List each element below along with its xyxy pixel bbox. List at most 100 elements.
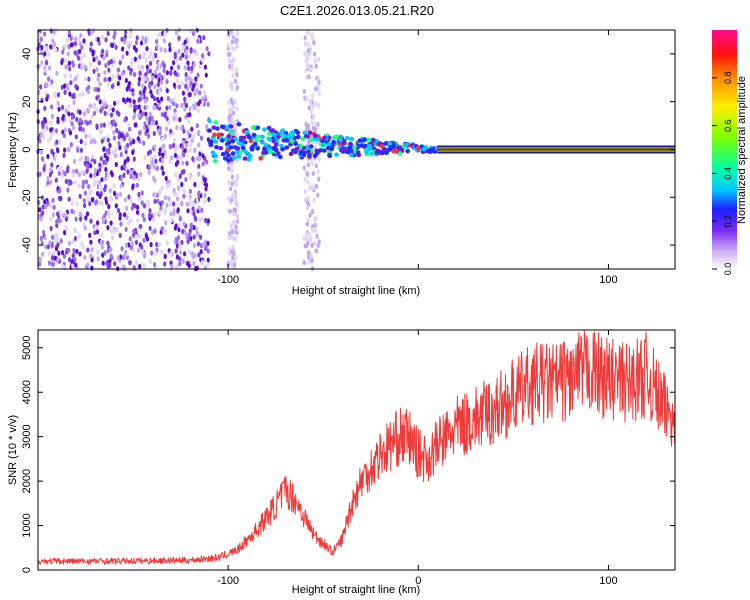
noise-cell <box>78 117 82 123</box>
noise-cell <box>79 55 83 61</box>
noise-cell <box>126 156 130 162</box>
signal-cell <box>273 142 279 147</box>
noise-cell <box>203 94 208 100</box>
noise-cell <box>61 104 65 110</box>
signal-cell <box>213 139 219 144</box>
noise-cell <box>153 84 157 90</box>
noise-cell <box>190 65 194 71</box>
noise-cell <box>155 65 159 71</box>
signal-cell <box>302 130 308 135</box>
colorbar-tick-label: 0.2 <box>723 215 733 228</box>
noise-cell <box>84 179 89 185</box>
noise-cell <box>182 128 186 134</box>
noise-cell <box>77 55 81 61</box>
noise-cell <box>38 256 43 262</box>
noise-cell <box>190 210 194 216</box>
noise-cell <box>162 67 166 73</box>
noise-cell <box>230 229 235 235</box>
noise-cell <box>92 57 96 63</box>
noise-cell <box>163 195 168 201</box>
noise-cell <box>39 36 43 42</box>
spectrogram-y-axis-label: Frequency (Hz) <box>7 112 19 188</box>
noise-cell <box>70 208 74 214</box>
noise-cell <box>192 211 196 217</box>
noise-cell <box>78 211 82 217</box>
noise-cell <box>61 250 65 256</box>
noise-cell <box>90 265 94 271</box>
snr-line-area <box>37 329 676 565</box>
noise-cell <box>43 199 47 205</box>
signal-cell <box>322 135 327 141</box>
noise-cell <box>165 78 169 85</box>
noise-cell <box>305 126 309 132</box>
noise-cell <box>169 70 173 76</box>
noise-cell <box>152 96 157 102</box>
noise-cell <box>184 49 188 55</box>
noise-cell <box>65 63 70 70</box>
noise-cell <box>99 156 103 162</box>
noise-cell <box>92 110 97 116</box>
signal-cell <box>382 147 387 152</box>
noise-cell <box>151 56 155 62</box>
noise-cell <box>199 249 203 255</box>
noise-cell <box>70 114 74 120</box>
noise-cell <box>61 49 65 55</box>
noise-cell <box>136 204 140 210</box>
noise-cell <box>95 95 99 101</box>
noise-cell <box>47 137 51 143</box>
noise-cell <box>197 142 201 148</box>
noise-cell <box>137 64 141 70</box>
noise-cell <box>128 33 133 39</box>
noise-cell <box>187 53 191 59</box>
signal-cell <box>252 141 258 147</box>
noise-cell <box>43 116 47 122</box>
noise-cell <box>195 197 199 203</box>
noise-cell <box>73 257 77 263</box>
noise-cell <box>63 147 67 153</box>
noise-cell <box>156 96 160 103</box>
noise-cell <box>231 58 235 64</box>
noise-cell <box>314 63 318 69</box>
noise-cell <box>152 192 156 198</box>
noise-cell <box>148 111 152 117</box>
signal-cell <box>326 141 332 147</box>
noise-cell <box>303 176 307 182</box>
noise-cell <box>163 31 167 37</box>
x-tick-label: 100 <box>599 274 617 286</box>
noise-cell <box>39 216 43 222</box>
signal-cell <box>362 137 367 142</box>
noise-cell <box>103 213 107 219</box>
noise-cell <box>162 73 166 79</box>
noise-cell <box>120 165 124 171</box>
noise-cell <box>89 139 93 145</box>
noise-cell <box>111 150 115 156</box>
noise-cell <box>131 149 135 156</box>
noise-cell <box>165 183 170 190</box>
noise-cell <box>234 207 238 213</box>
noise-cell <box>175 144 180 150</box>
noise-cell <box>162 38 166 44</box>
noise-cell <box>63 44 67 50</box>
noise-cell <box>45 125 49 131</box>
noise-cell <box>158 209 162 215</box>
noise-cell <box>183 106 187 112</box>
noise-cell <box>163 47 167 54</box>
noise-cell <box>163 261 167 267</box>
noise-cell <box>57 195 62 201</box>
noise-cell <box>174 248 178 254</box>
signal-cell <box>370 137 376 143</box>
noise-cell <box>142 53 146 59</box>
noise-cell <box>147 133 151 139</box>
noise-cell <box>174 223 178 229</box>
noise-cell <box>197 252 201 258</box>
noise-cell <box>75 52 79 58</box>
noise-cell <box>302 165 306 171</box>
noise-cell <box>196 108 200 114</box>
noise-cell <box>182 193 186 199</box>
snr-series-line <box>37 329 676 565</box>
noise-cell <box>313 126 318 133</box>
noise-cell <box>227 100 231 106</box>
noise-cell <box>157 77 161 83</box>
noise-cell <box>165 70 169 76</box>
noise-cell <box>142 217 146 223</box>
